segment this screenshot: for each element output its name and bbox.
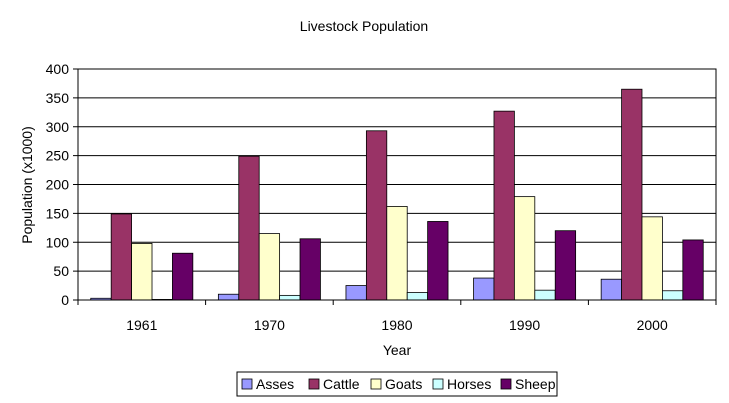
bar-horses bbox=[534, 289, 556, 301]
bar-goats bbox=[513, 196, 536, 301]
legend-label-sheep: Sheep bbox=[515, 376, 556, 392]
y-tick-label: 250 bbox=[46, 148, 70, 164]
bars bbox=[90, 88, 704, 301]
y-tick-label: 50 bbox=[53, 263, 69, 279]
y-tick-label: 350 bbox=[46, 90, 70, 106]
bar-sheep bbox=[172, 252, 194, 301]
legend-swatch-goats bbox=[370, 378, 382, 390]
legend-label-goats: Goats bbox=[385, 376, 422, 392]
bar-cattle bbox=[238, 155, 260, 301]
bar-asses bbox=[473, 277, 495, 301]
bar-cattle bbox=[365, 130, 388, 301]
y-tick-label: 300 bbox=[46, 119, 70, 135]
legend-swatch-asses bbox=[241, 378, 253, 390]
bar-sheep bbox=[682, 239, 704, 301]
legend-label-asses: Asses bbox=[256, 376, 294, 392]
legend: Asses Cattle Goats Horses Sheep bbox=[236, 371, 558, 397]
bar-asses bbox=[345, 285, 367, 301]
y-tick-label: 400 bbox=[46, 61, 70, 77]
bar-sheep bbox=[427, 221, 449, 301]
y-tick-label: 150 bbox=[46, 205, 70, 221]
bar-horses bbox=[279, 294, 301, 301]
y-tick-label: 200 bbox=[46, 177, 70, 193]
bar-cattle bbox=[110, 213, 132, 301]
bar-asses bbox=[600, 278, 622, 301]
bar-horses bbox=[406, 292, 429, 301]
axes: 0 50 100 150 200 250 300 350 400 1961 1970 1980 1990… bbox=[46, 61, 717, 333]
bar-sheep bbox=[554, 230, 577, 301]
bar-horses bbox=[662, 290, 684, 301]
legend-label-horses: Horses bbox=[447, 376, 491, 392]
y-tick-label: 100 bbox=[46, 234, 70, 250]
bar-goats bbox=[258, 233, 281, 301]
y-axis-title: Population (x1000) bbox=[19, 126, 35, 244]
x-tick-label: 1980 bbox=[381, 317, 412, 333]
bar-sheep bbox=[299, 238, 321, 301]
bar-goats bbox=[386, 206, 408, 301]
chart-title: Livestock Population bbox=[300, 18, 428, 34]
legend-label-cattle: Cattle bbox=[323, 376, 360, 392]
y-tick-label: 0 bbox=[61, 292, 69, 308]
legend-swatch-cattle bbox=[308, 378, 320, 390]
bar-goats bbox=[131, 243, 153, 301]
x-axis-title: Year bbox=[383, 342, 412, 358]
x-tick-label: 2000 bbox=[637, 317, 668, 333]
legend-swatch-sheep bbox=[500, 378, 512, 390]
bar-asses bbox=[217, 293, 240, 301]
x-tick-label: 1961 bbox=[126, 317, 157, 333]
bar-cattle bbox=[493, 110, 515, 301]
bar-cattle bbox=[621, 88, 643, 301]
legend-swatch-horses bbox=[432, 378, 444, 390]
bar-goats bbox=[641, 216, 663, 301]
x-tick-label: 1990 bbox=[509, 317, 540, 333]
x-tick-label: 1970 bbox=[254, 317, 285, 333]
